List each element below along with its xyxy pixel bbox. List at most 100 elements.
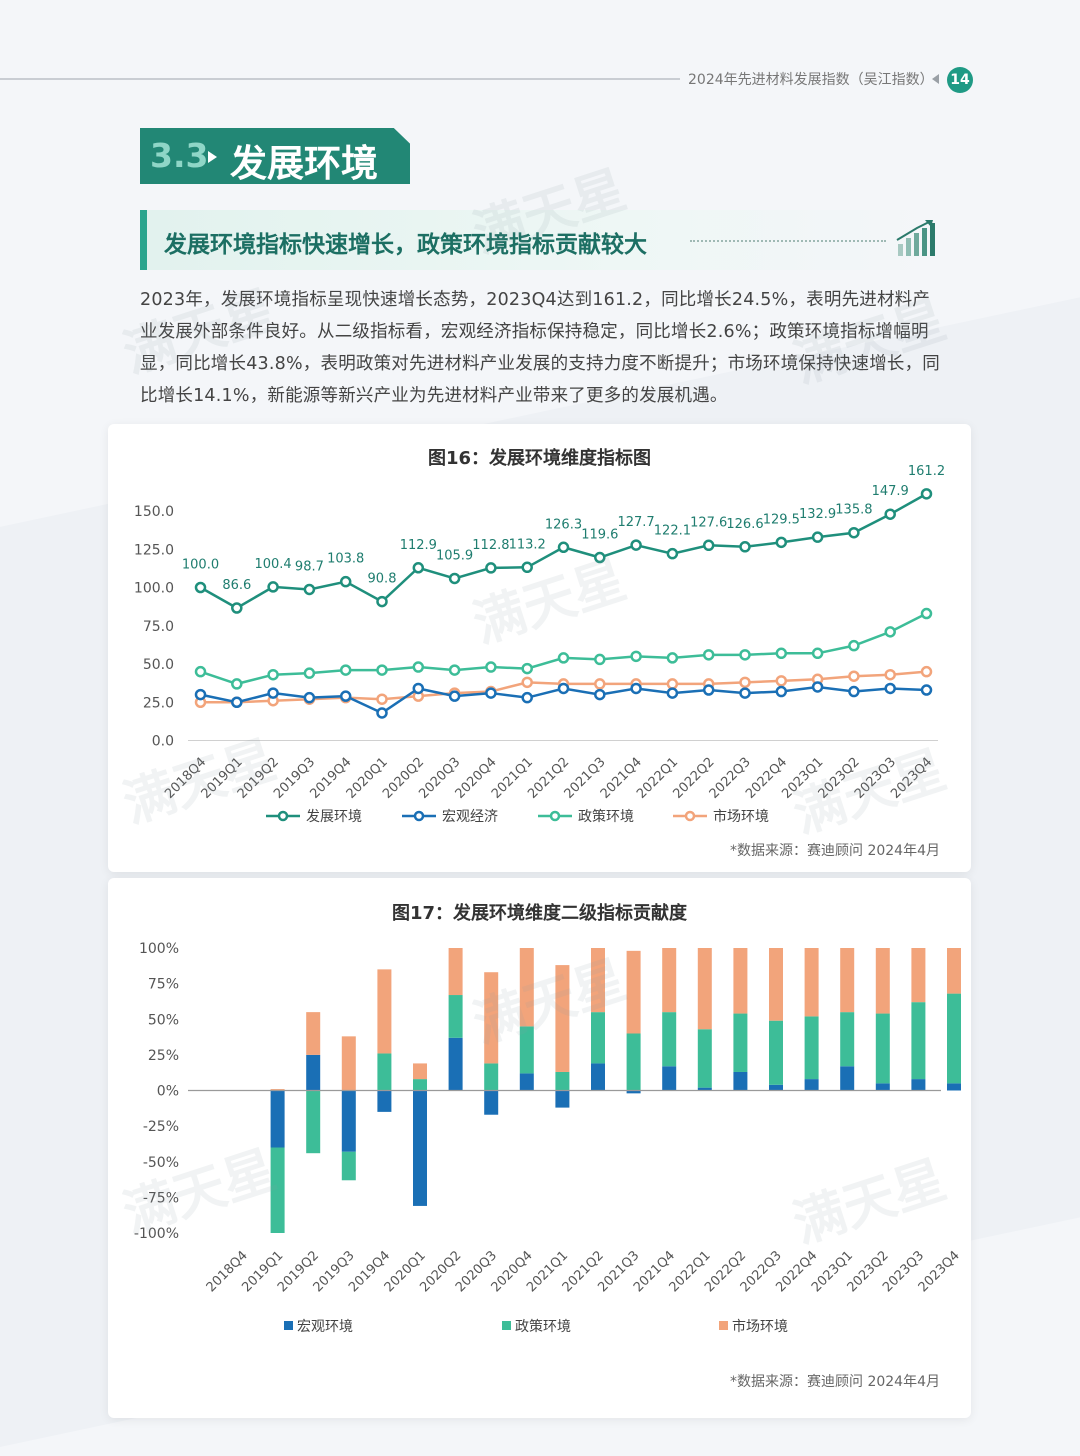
growth-chart-icon bbox=[896, 220, 935, 256]
bar-segment bbox=[484, 1063, 499, 1091]
bar-segment bbox=[697, 1029, 712, 1088]
y-tick-label: 0.0 bbox=[152, 734, 174, 750]
data-point bbox=[884, 626, 896, 638]
data-point bbox=[775, 647, 788, 660]
legend-label: 宏观经济 bbox=[442, 809, 498, 825]
data-point bbox=[848, 670, 860, 682]
data-point bbox=[231, 678, 243, 690]
header-triangle-icon bbox=[932, 74, 939, 84]
subheading: 发展环境指标快速增长，政策环境指标贡献较大 bbox=[164, 232, 647, 258]
page-number: 14 bbox=[947, 67, 973, 93]
data-point bbox=[666, 652, 679, 664]
bar-segment bbox=[377, 1053, 392, 1091]
data-point bbox=[811, 647, 824, 660]
data-point bbox=[448, 572, 461, 585]
data-point bbox=[521, 676, 533, 689]
bar-segment bbox=[519, 1026, 534, 1074]
data-point bbox=[775, 675, 788, 687]
y-tick-label: 100.0 bbox=[134, 581, 174, 597]
data-label: 132.9 bbox=[799, 507, 836, 522]
bar-segment bbox=[555, 1071, 570, 1091]
bar-segment bbox=[662, 948, 677, 1013]
bar-segment bbox=[519, 948, 534, 1027]
data-label: 90.8 bbox=[368, 572, 397, 587]
chart16-title: 图16：发展环境维度指标图 bbox=[427, 448, 652, 469]
bar-segment bbox=[875, 1013, 890, 1084]
bar-segment bbox=[804, 948, 819, 1017]
data-point bbox=[339, 690, 352, 702]
y-tick-label: 100% bbox=[139, 941, 179, 957]
data-point bbox=[194, 665, 207, 678]
data-point bbox=[412, 562, 425, 574]
data-label: 127.6 bbox=[690, 515, 727, 530]
data-label: 100.4 bbox=[254, 557, 291, 572]
legend-label: 政策环境 bbox=[578, 808, 634, 825]
data-point bbox=[666, 547, 679, 560]
bar-segment bbox=[769, 1020, 783, 1085]
bar-segment bbox=[377, 1090, 392, 1112]
y-tick-label: -50% bbox=[143, 1155, 179, 1171]
data-point bbox=[194, 688, 207, 701]
data-label: 112.9 bbox=[400, 538, 437, 553]
data-point bbox=[594, 688, 606, 701]
bar-segment bbox=[911, 948, 926, 1003]
bar-segment bbox=[306, 1012, 321, 1055]
bar-segment bbox=[555, 1090, 570, 1108]
legend-marker bbox=[277, 810, 289, 822]
bar-segment bbox=[377, 969, 392, 1054]
bar-segment bbox=[662, 1066, 677, 1091]
bar-segment bbox=[840, 1012, 855, 1067]
legend-label: 市场环境 bbox=[713, 808, 769, 825]
bar-segment bbox=[306, 1054, 321, 1091]
data-label: 126.6 bbox=[726, 517, 763, 532]
bar-segment bbox=[519, 1073, 534, 1091]
bar-segment bbox=[626, 1033, 641, 1091]
data-point bbox=[920, 684, 933, 696]
data-point bbox=[884, 682, 896, 695]
data-point bbox=[884, 668, 896, 681]
data-label: 122.1 bbox=[654, 524, 691, 539]
data-point bbox=[702, 539, 715, 552]
y-tick-label: 75% bbox=[148, 977, 179, 993]
chart17-source: *数据来源：赛迪顾问 2024年4月 bbox=[730, 1374, 940, 1390]
bar-segment bbox=[555, 965, 570, 1072]
bar-segment bbox=[697, 948, 712, 1030]
data-point bbox=[920, 665, 933, 678]
y-tick-label: 0% bbox=[157, 1084, 179, 1100]
bar-segment bbox=[804, 1079, 819, 1091]
legend-marker bbox=[684, 810, 696, 822]
bar-segment bbox=[484, 1090, 499, 1115]
bar-segment bbox=[662, 1012, 677, 1067]
bar-segment bbox=[947, 948, 961, 994]
data-point bbox=[521, 691, 533, 704]
data-point bbox=[739, 541, 751, 553]
y-tick-label: 50% bbox=[148, 1012, 179, 1028]
y-tick-label: -25% bbox=[143, 1119, 179, 1135]
section-number: 3.3 bbox=[150, 136, 209, 175]
data-point bbox=[376, 664, 388, 676]
data-point bbox=[702, 649, 715, 661]
bar-segment bbox=[947, 993, 961, 1084]
bar-segment bbox=[341, 1151, 356, 1181]
data-point bbox=[594, 678, 606, 690]
data-point bbox=[775, 685, 788, 698]
chart16-svg: 0.025.050.075.0100.0125.0150.02018Q42019… bbox=[134, 464, 945, 825]
bar-segment bbox=[270, 1089, 285, 1091]
data-label: 105.9 bbox=[436, 548, 473, 563]
bar-segment bbox=[697, 1087, 712, 1091]
data-point bbox=[848, 526, 860, 539]
bar-segment bbox=[306, 1090, 321, 1154]
bar-segment bbox=[484, 972, 499, 1064]
data-point bbox=[303, 667, 316, 679]
data-point bbox=[231, 602, 243, 614]
data-point bbox=[485, 562, 497, 574]
data-point bbox=[920, 488, 933, 500]
data-point bbox=[303, 691, 316, 704]
bar-segment bbox=[591, 1012, 605, 1064]
data-label: 129.5 bbox=[763, 512, 800, 527]
chart17-title: 图17：发展环境维度二级指标贡献度 bbox=[391, 903, 688, 924]
data-point bbox=[739, 676, 751, 689]
data-point bbox=[594, 653, 606, 666]
data-label: 100.0 bbox=[182, 558, 219, 573]
y-tick-label: -100% bbox=[134, 1226, 179, 1242]
